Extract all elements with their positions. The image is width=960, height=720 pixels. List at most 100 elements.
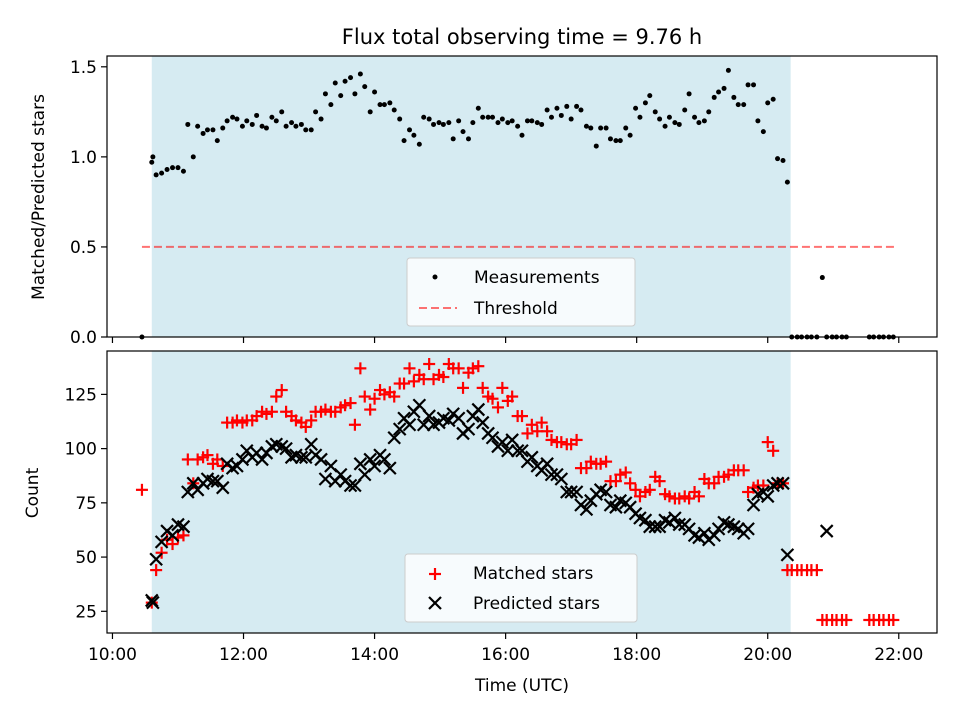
measurement-point — [652, 109, 658, 115]
measurement-point — [662, 123, 668, 129]
predicted-star-point — [501, 444, 515, 458]
measurement-point — [450, 136, 456, 142]
matched-star-point — [580, 462, 593, 475]
measurement-point — [574, 103, 580, 109]
matched-star-point — [541, 425, 554, 438]
measurement-point — [436, 120, 442, 126]
predicted-star-point — [741, 522, 755, 536]
matched-star-point — [472, 360, 485, 373]
matched-star-point — [344, 397, 357, 410]
matched-star-point — [150, 564, 163, 577]
predicted-star-point — [422, 409, 436, 423]
legend-measurements-marker — [432, 274, 438, 280]
matched-star-point — [840, 613, 853, 626]
measurement-point — [254, 112, 260, 118]
measurement-point — [784, 179, 790, 185]
matched-star-point — [270, 390, 283, 403]
matched-star-point — [216, 459, 229, 472]
measurement-point — [431, 121, 437, 127]
matched-star-point — [265, 405, 278, 418]
measurement-point — [642, 100, 648, 106]
matched-star-point — [437, 371, 450, 384]
measurement-point — [185, 121, 191, 127]
predicted-star-point — [525, 450, 539, 465]
measurement-point — [470, 120, 476, 126]
measurement-point — [701, 118, 707, 124]
predicted-star-point — [554, 472, 569, 486]
figure-title: Flux total observing time = 9.76 h — [342, 25, 702, 49]
measurement-point — [164, 166, 170, 172]
measurement-point — [170, 165, 176, 171]
matched-star-point — [708, 477, 721, 490]
measurement-point — [558, 112, 564, 118]
matched-star-point — [506, 390, 519, 403]
measurement-point — [239, 123, 245, 129]
matched-star-point — [535, 416, 548, 429]
measurement-point — [372, 89, 378, 95]
predicted-star-point — [353, 457, 368, 471]
measurement-point — [342, 78, 348, 84]
predicted-star-point — [343, 478, 358, 493]
measurement-point — [598, 125, 604, 131]
matched-star-point — [260, 407, 273, 420]
measurement-point — [328, 102, 334, 108]
predicted-star-point — [475, 415, 490, 430]
predicted-star-point — [505, 433, 519, 447]
bottom-plot-frame — [106, 350, 938, 634]
predicted-star-point — [569, 485, 584, 499]
measurement-point — [159, 170, 165, 176]
legend-threshold-label: Threshold — [473, 299, 558, 319]
measurement-point — [633, 105, 639, 111]
predicted-star-point — [377, 452, 392, 467]
matched-star-point — [364, 403, 377, 416]
measurement-point — [381, 102, 387, 108]
measurement-point — [322, 91, 328, 97]
measurement-point — [539, 121, 545, 127]
matched-star-point — [339, 399, 352, 412]
bottom-y-tick-label: 25 — [75, 602, 97, 622]
predicted-star-point — [451, 411, 466, 426]
measurement-point — [263, 125, 269, 131]
measurement-point — [401, 138, 407, 144]
measurement-point — [499, 116, 505, 122]
predicted-star-point — [668, 511, 682, 525]
measurement-point — [391, 107, 397, 113]
predicted-star-point — [348, 478, 362, 493]
predicted-star-point — [146, 595, 160, 610]
matched-star-point — [319, 403, 332, 416]
measurement-point — [676, 121, 682, 127]
predicted-star-point — [776, 476, 790, 491]
matched-star-point — [299, 420, 312, 433]
measurement-point — [377, 102, 383, 108]
measurement-point — [623, 125, 629, 131]
measurement-point — [293, 123, 299, 129]
predicted-stars-series — [144, 398, 834, 610]
measurement-point — [519, 132, 525, 138]
top-panel: 0.0 0.5 1.0 1.5 Matched/Predicted stars Mea… — [29, 55, 938, 348]
predicted-star-point — [215, 480, 230, 495]
predicted-star-point — [412, 398, 427, 413]
predicted-star-point — [564, 485, 578, 499]
x-tick-label: 20:00 — [743, 645, 792, 665]
top-y-tick-label: 1.0 — [70, 148, 97, 168]
measurement-point — [352, 91, 358, 97]
measurement-point — [548, 114, 554, 120]
measurement-point — [613, 138, 619, 144]
predicted-star-point — [579, 502, 594, 517]
matched-star-point — [584, 455, 597, 468]
legend-predicted-marker — [428, 596, 442, 610]
matched-star-point — [452, 362, 465, 375]
predicted-star-point — [255, 452, 269, 467]
measurement-point — [627, 132, 633, 138]
matched-star-point — [624, 477, 637, 490]
legend-predicted-label: Predicted stars — [473, 594, 600, 614]
measurement-point — [617, 138, 623, 144]
measurement-point — [515, 123, 521, 129]
measurement-point — [696, 120, 702, 126]
measurement-point — [195, 123, 201, 129]
predicted-star-point — [149, 552, 163, 567]
measurement-point — [475, 105, 481, 111]
measurement-point — [407, 127, 413, 133]
bottom-y-tick-label: 75 — [75, 494, 97, 514]
